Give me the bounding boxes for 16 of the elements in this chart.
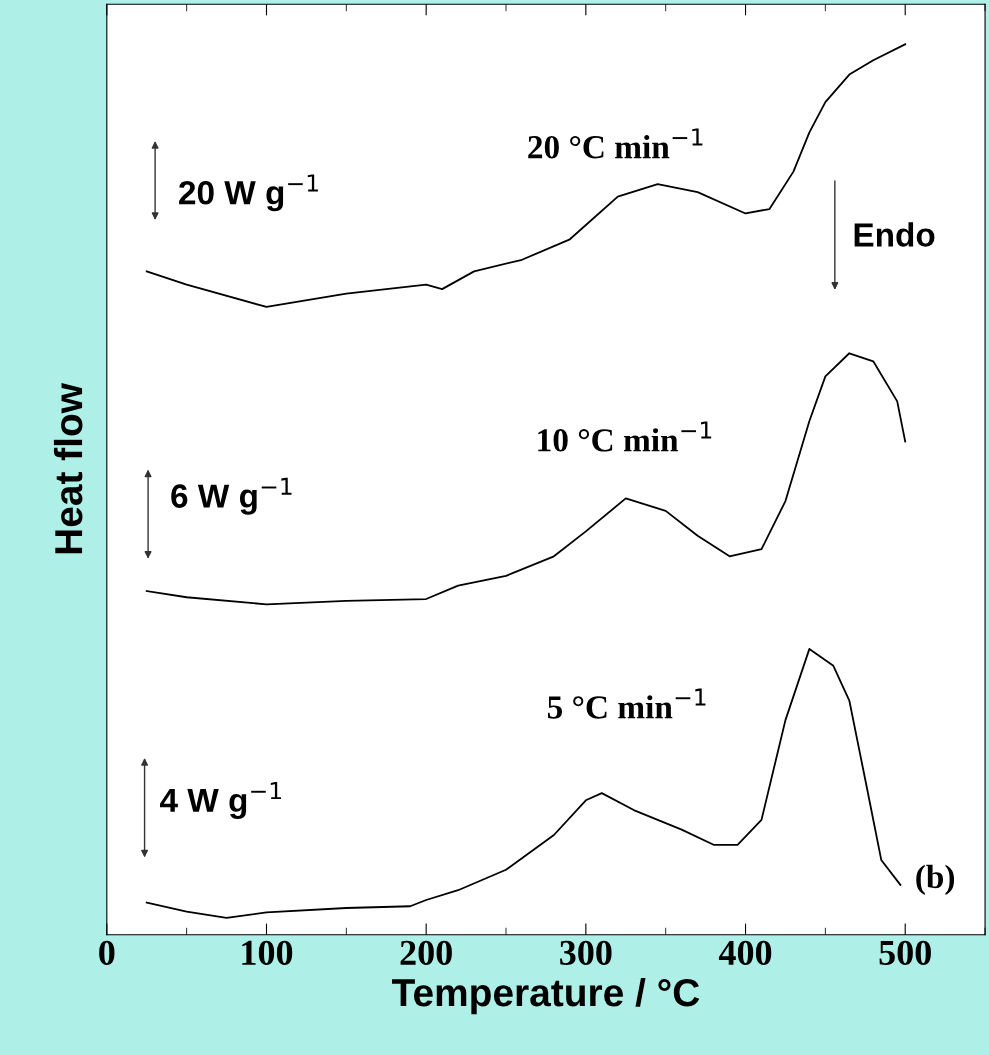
x-tick-label: 400 xyxy=(718,940,772,965)
annotation: 6 W g$^{−1}$ xyxy=(171,477,292,515)
x-tick-label: 100 xyxy=(242,940,293,965)
x-tick-label: 300 xyxy=(560,940,612,965)
y-axis-title: Heat flow xyxy=(53,382,83,554)
annotation: (b) xyxy=(916,864,955,895)
series-label: 10 °C min$^{−1}$ xyxy=(538,421,712,452)
x-axis-title: Temperature / °C xyxy=(391,977,700,1015)
annotation: 20 W g$^{−1}$ xyxy=(179,174,318,212)
x-tick-label: 500 xyxy=(879,940,931,965)
text: 5 °C min$^{−1}$ xyxy=(547,688,706,719)
series-label: 20 °C min$^{−1}$ xyxy=(528,128,703,159)
annotation: 4 W g$^{−1}$ xyxy=(160,782,281,819)
x-tick-label: 0 xyxy=(99,940,115,965)
annotation: Endo xyxy=(854,222,935,247)
x-tick-label: 200 xyxy=(400,940,452,965)
